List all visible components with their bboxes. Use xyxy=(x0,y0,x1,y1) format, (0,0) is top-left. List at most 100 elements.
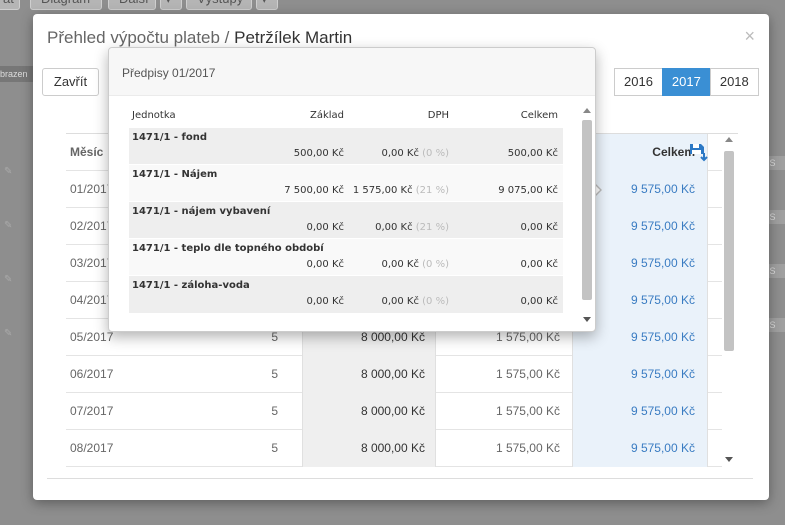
popover-arrow xyxy=(592,182,600,198)
charge-base: 0,00 Kč xyxy=(306,259,345,270)
charge-name: 1471/1 - Nájem xyxy=(132,169,218,180)
cell-units: 5 xyxy=(271,404,278,418)
pencil-icon: ✎ xyxy=(4,166,13,177)
charge-vat-amount: 0,00 Kč xyxy=(381,148,419,159)
table-row[interactable]: 08/2017 5 8 000,00 Kč 1 575,00 Kč 9 575,00 K… xyxy=(66,430,722,467)
charge-vat-rate: (0 %) xyxy=(422,296,449,307)
charge-name: 1471/1 - fond xyxy=(132,132,208,143)
cell-month: 02/2017 xyxy=(70,219,114,233)
charge-row: 1471/1 - teplo dle topného období 0,00 Kč… xyxy=(129,238,563,276)
charges-popover: Předpisy 01/2017 Jednotka Základ DPH Cel… xyxy=(108,47,596,332)
year-button-2018[interactable]: 2018 xyxy=(709,68,759,96)
cell-units: 5 xyxy=(271,367,278,381)
charge-vat: 0,00 Kč (21 %) xyxy=(375,222,449,233)
charges-header-unit: Jednotka xyxy=(132,110,176,121)
charge-base: 0,00 Kč xyxy=(306,222,345,233)
charge-row: 1471/1 - nájem vybavení 0,00 Kč 0,00 Kč 0,0… xyxy=(129,201,563,239)
header-month: Měsíc xyxy=(70,145,104,159)
year-selector: 2016 2017 2018 xyxy=(614,68,759,96)
charge-base: 0,00 Kč xyxy=(306,296,345,307)
charges-header-vat: DPH xyxy=(427,110,449,121)
year-button-2017[interactable]: 2017 xyxy=(661,68,711,96)
charge-vat-rate: (21 %) xyxy=(415,222,449,233)
charge-total: 0,00 Kč xyxy=(520,222,559,233)
cell-base: 8 000,00 Kč xyxy=(302,393,436,430)
bg-tab-partial: at xyxy=(0,0,20,10)
cell-vat: 1 575,00 Kč xyxy=(495,441,560,455)
cell-vat: 1 575,00 Kč xyxy=(495,404,560,418)
modal-title-prefix: Přehled výpočtu plateb / xyxy=(47,28,235,47)
cell-units: 5 xyxy=(271,330,278,344)
charge-vat: 0,00 Kč (0 %) xyxy=(381,296,449,307)
charge-vat: 0,00 Kč (0 %) xyxy=(381,259,449,270)
charges-header-total: Celkem xyxy=(520,110,558,121)
cell-base: 8 000,00 Kč xyxy=(302,356,436,393)
charge-vat-amount: 0,00 Kč xyxy=(375,222,413,233)
pencil-icon: ✎ xyxy=(4,274,13,285)
cell-month: 07/2017 xyxy=(70,404,114,418)
cell-month: 06/2017 xyxy=(70,367,114,381)
charge-vat-rate: (21 %) xyxy=(415,185,449,196)
modal-title: Přehled výpočtu plateb / Petržílek Marti… xyxy=(47,28,352,48)
pencil-icon: ✎ xyxy=(4,220,13,231)
cell-vat: 1 575,00 Kč xyxy=(495,330,560,344)
charges-header-base: Základ xyxy=(309,110,344,121)
charge-row: 1471/1 - fond 500,00 Kč 500,00 Kč 0,00 Kč (… xyxy=(129,127,563,165)
scroll-down-icon[interactable] xyxy=(725,457,733,462)
charge-row: 1471/1 - Nájem 7 500,00 Kč 9 075,00 Kč 1 57… xyxy=(129,164,563,202)
cell-month: 03/2017 xyxy=(70,256,114,270)
table-row[interactable]: 06/2017 5 8 000,00 Kč 1 575,00 Kč 9 575,00 K… xyxy=(66,356,722,393)
cell-total: 9 575,00 Kč xyxy=(572,356,708,393)
bg-tab-diagram: Diagram xyxy=(30,0,102,10)
cell-base: 8 000,00 Kč xyxy=(302,430,436,467)
bg-right-badge: IS xyxy=(767,318,785,332)
scrollbar-thumb[interactable] xyxy=(724,151,734,351)
popover-title: Předpisy 01/2017 xyxy=(109,48,595,96)
cell-vat: 1 575,00 Kč xyxy=(495,367,560,381)
charge-vat: 0,00 Kč (0 %) xyxy=(381,148,449,159)
bg-right-badge: IS xyxy=(767,210,785,224)
charge-vat-rate: (0 %) xyxy=(422,259,449,270)
charge-base: 500,00 Kč xyxy=(293,148,344,159)
bg-right-badge: IS xyxy=(767,156,785,170)
bg-right-badge: IS xyxy=(767,264,785,278)
close-button[interactable]: Zavřít xyxy=(42,68,99,96)
cell-total: 9 575,00 Kč xyxy=(572,393,708,430)
bg-tab-outputs-caret: ▾ xyxy=(256,0,278,10)
charge-total: 9 075,00 Kč xyxy=(498,185,558,196)
cell-month: 04/2017 xyxy=(70,293,114,307)
cell-units: 5 xyxy=(271,441,278,455)
charge-name: 1471/1 - záloha-voda xyxy=(132,280,250,291)
charge-vat-amount: 1 575,00 Kč xyxy=(352,185,413,196)
scroll-up-icon[interactable] xyxy=(725,137,733,142)
charge-vat-rate: (0 %) xyxy=(422,148,449,159)
charge-base: 7 500,00 Kč xyxy=(284,185,344,196)
save-export-icon[interactable] xyxy=(688,142,708,162)
close-icon[interactable]: × xyxy=(744,26,755,46)
modal-divider xyxy=(47,478,753,479)
modal-title-person: Petržílek Martin xyxy=(234,28,353,47)
cell-month: 08/2017 xyxy=(70,441,114,455)
popover-scrollbar[interactable] xyxy=(581,108,593,322)
bg-tab-outputs: Výstupy xyxy=(186,0,252,10)
pencil-icon: ✎ xyxy=(4,328,13,339)
charge-vat-amount: 0,00 Kč xyxy=(381,259,419,270)
charge-total: 0,00 Kč xyxy=(520,259,559,270)
bg-left-badge: brazen xyxy=(0,66,34,82)
bg-tab-other-caret: ▾ xyxy=(160,0,182,10)
charge-vat-amount: 0,00 Kč xyxy=(381,296,419,307)
year-button-2016[interactable]: 2016 xyxy=(614,68,663,96)
cell-month: 05/2017 xyxy=(70,330,114,344)
charge-name: 1471/1 - teplo dle topného období xyxy=(132,243,324,254)
scroll-down-icon[interactable] xyxy=(583,317,591,322)
charge-row: 1471/1 - záloha-voda 0,00 Kč 0,00 Kč 0,00 K… xyxy=(129,275,563,313)
charge-vat: 1 575,00 Kč (21 %) xyxy=(353,185,449,196)
table-scrollbar[interactable] xyxy=(722,133,736,467)
cell-month: 01/2017 xyxy=(70,182,114,196)
scrollbar-thumb[interactable] xyxy=(582,120,592,300)
background-toolbar: at Diagram Další ▾ Výstupy ▾ xyxy=(0,0,785,12)
cell-total: 9 575,00 Kč xyxy=(572,430,708,467)
scroll-up-icon[interactable] xyxy=(583,108,591,113)
table-row[interactable]: 07/2017 5 8 000,00 Kč 1 575,00 Kč 9 575,00 K… xyxy=(66,393,722,430)
charge-total: 0,00 Kč xyxy=(520,296,559,307)
